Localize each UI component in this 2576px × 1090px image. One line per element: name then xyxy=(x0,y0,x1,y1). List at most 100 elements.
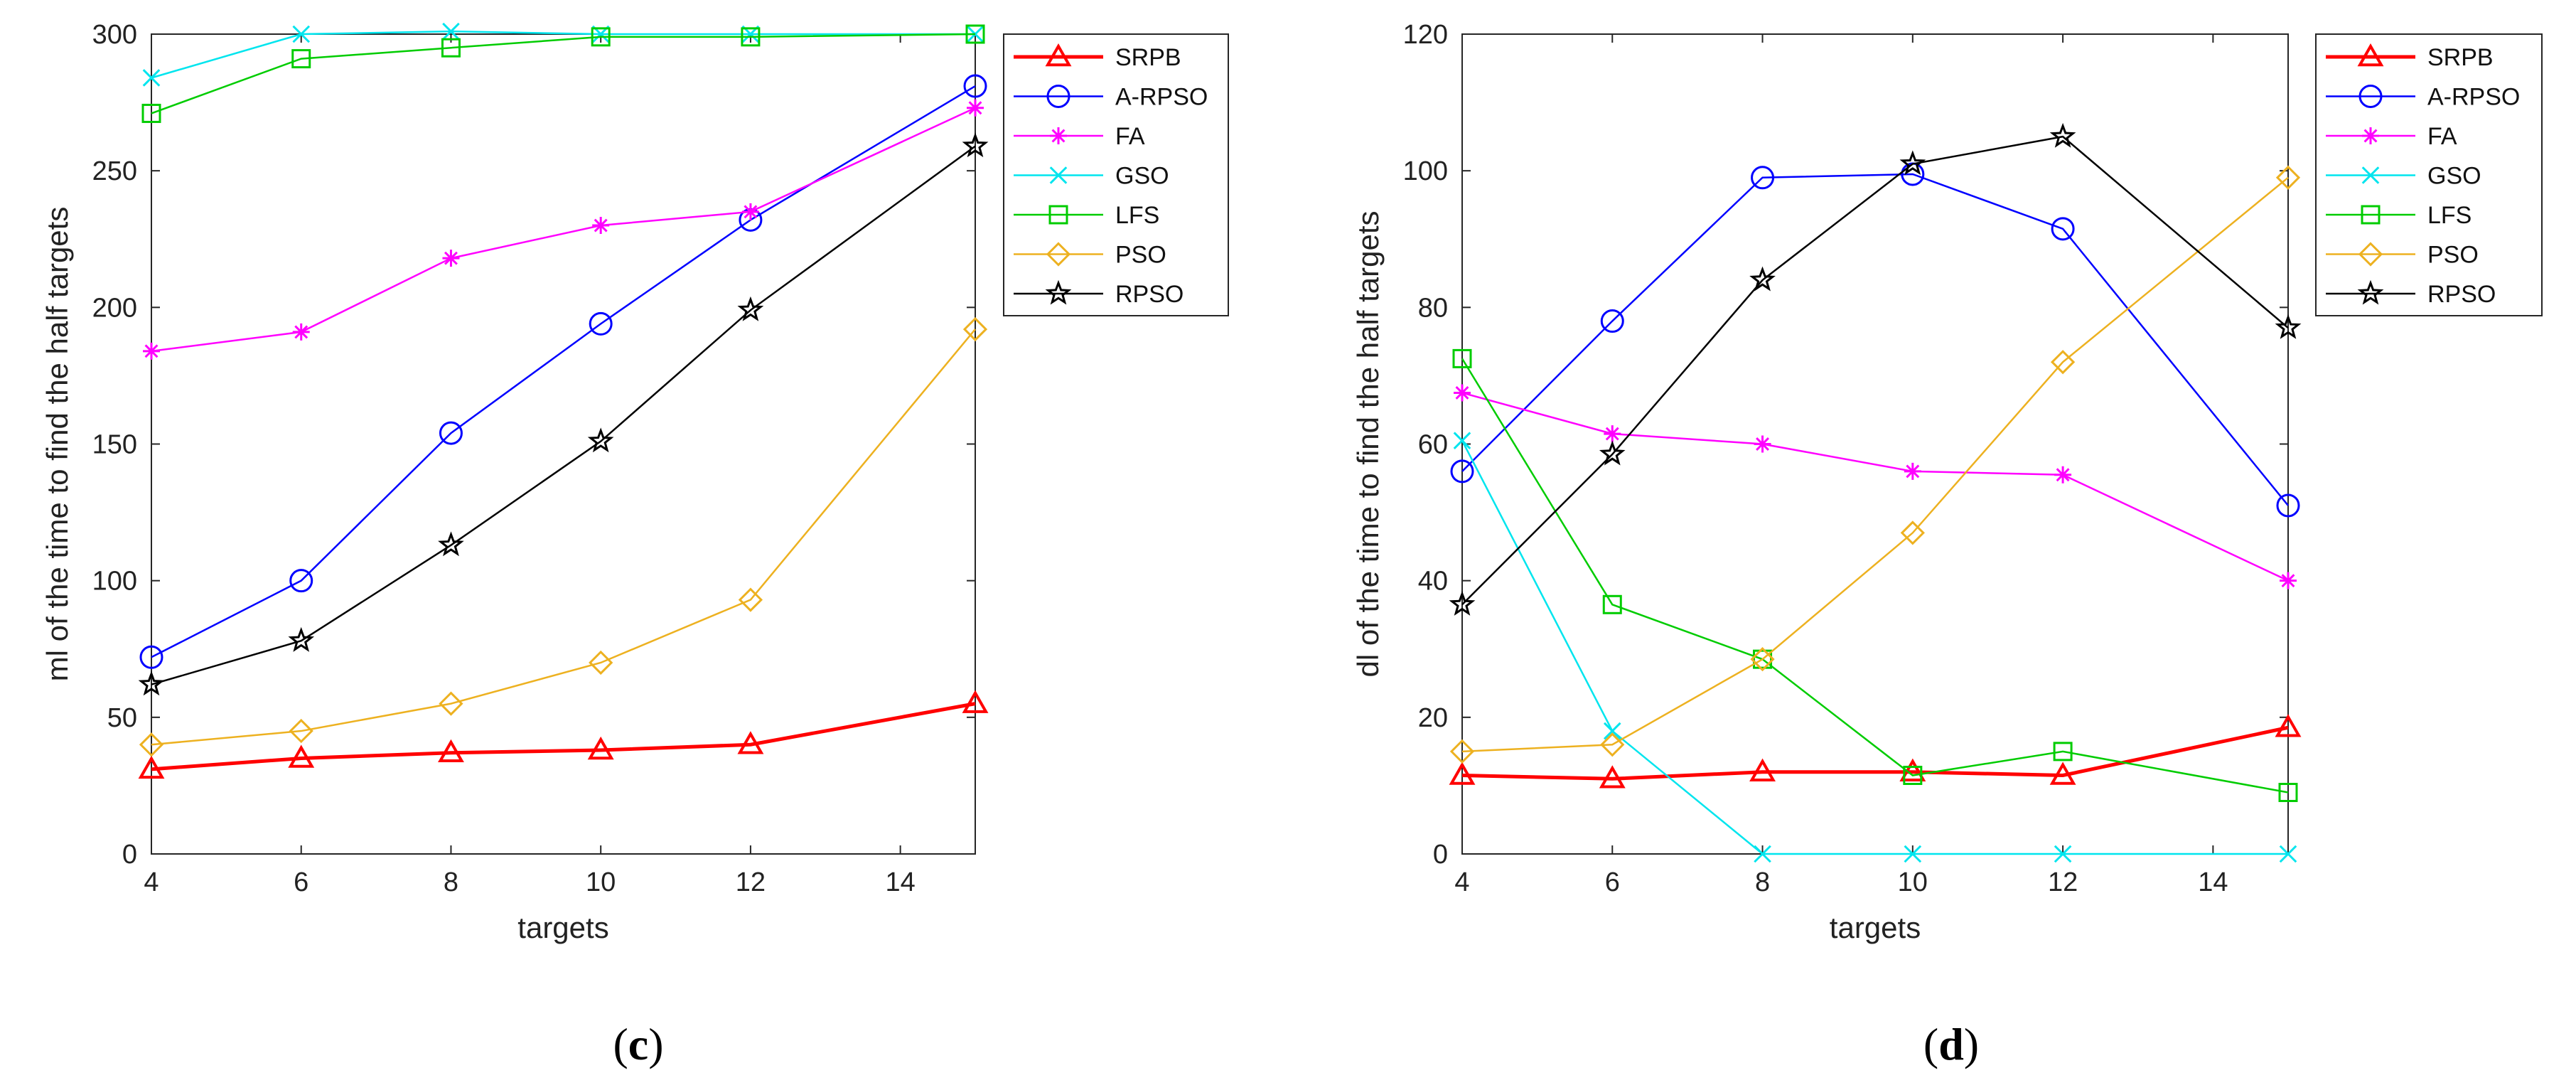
data-point-gso xyxy=(2054,845,2072,863)
legend-label: LFS xyxy=(2427,202,2472,229)
data-point-lfs xyxy=(141,103,161,123)
legend-marker xyxy=(1045,279,1072,305)
legend-marker xyxy=(2357,279,2384,305)
data-point-rpso xyxy=(438,531,464,557)
legend-label: SRPB xyxy=(2427,44,2494,71)
data-point-rpso xyxy=(1449,591,1476,616)
series-line-fa xyxy=(1461,392,2289,582)
legend-item: SRPB xyxy=(2326,43,2494,71)
data-point-lfs xyxy=(1753,649,1773,669)
y-tick-label: 80 xyxy=(1418,293,1448,323)
data-point-pso xyxy=(1900,520,1925,545)
x-tick-label: 14 xyxy=(2198,867,2228,897)
x-tick-label: 4 xyxy=(144,867,159,897)
data-point-lfs xyxy=(965,24,985,44)
x-axis-label: targets xyxy=(517,911,608,944)
panel-label: (d) xyxy=(1923,1019,1979,1069)
data-point-rpso xyxy=(1599,440,1626,466)
series-rpso xyxy=(1449,122,2302,616)
legend-item: LFS xyxy=(1014,202,1159,229)
legend-item: A-RPSO xyxy=(2326,84,2520,111)
legend-marker xyxy=(2362,127,2379,144)
data-point-a-rpso xyxy=(589,311,613,336)
data-point-pso xyxy=(1750,647,1775,672)
series-line-a-rpso xyxy=(151,85,976,658)
data-point-a-rpso xyxy=(1600,309,1624,333)
data-point-fa xyxy=(967,99,984,117)
data-point-srpb xyxy=(1749,758,1776,781)
chart-panel-d: 4 6 8 10 12 14 0 20 40 60 80 100 120 targets dl of the… xyxy=(1351,20,2543,1069)
legend: SRPB A-RPSO FA GSO LFS PSO RPSO xyxy=(1003,33,1229,316)
series-line-rpso xyxy=(1461,135,2289,606)
data-point-srpb xyxy=(288,744,315,768)
series-fa xyxy=(1454,384,2297,589)
data-point-fa xyxy=(592,217,610,235)
y-tick-label: 50 xyxy=(107,703,137,733)
data-point-a-rpso xyxy=(2051,217,2075,241)
data-point-srpb xyxy=(1599,765,1626,789)
data-point-fa xyxy=(442,250,460,267)
y-tick-label: 60 xyxy=(1418,430,1448,460)
legend-label: RPSO xyxy=(2427,281,2496,308)
data-point-pso xyxy=(1600,732,1625,757)
data-point-fa xyxy=(143,342,160,360)
data-point-lfs xyxy=(1903,766,1923,786)
series-line-pso xyxy=(151,328,976,746)
data-point-srpb xyxy=(737,731,764,754)
data-point-srpb xyxy=(138,755,165,779)
legend-label: FA xyxy=(1115,123,1145,150)
data-point-a-rpso xyxy=(139,645,163,669)
legend-item: A-RPSO xyxy=(1014,84,1208,111)
series-line-lfs xyxy=(1461,358,2289,794)
y-tick-label: 250 xyxy=(92,156,137,186)
legend-item: SRPB xyxy=(1014,43,1181,71)
data-point-lfs xyxy=(441,38,461,58)
data-point-a-rpso xyxy=(1450,459,1474,483)
legend-marker xyxy=(2361,205,2381,225)
legend-marker xyxy=(1046,85,1070,108)
data-point-gso xyxy=(1603,722,1621,740)
panel-label-open: ( xyxy=(1923,1019,1938,1069)
data-point-fa xyxy=(1454,384,1471,402)
data-point-fa xyxy=(1604,425,1621,443)
x-tick-label: 14 xyxy=(885,867,915,897)
y-tick-label: 200 xyxy=(92,293,137,323)
x-tick-label: 12 xyxy=(2048,867,2078,897)
series-line-pso xyxy=(1461,176,2289,753)
y-tick-label: 0 xyxy=(122,840,137,870)
legend-marker xyxy=(2361,166,2380,184)
data-point-rpso xyxy=(138,670,165,696)
data-point-lfs xyxy=(591,27,611,47)
legend-item: RPSO xyxy=(2326,279,2496,308)
y-tick-label: 300 xyxy=(92,20,137,50)
series-rpso xyxy=(138,132,989,696)
x-tick-label: 4 xyxy=(1454,867,1469,897)
x-axis-label: targets xyxy=(1830,911,1921,944)
legend-marker xyxy=(1050,127,1067,144)
legend-label: PSO xyxy=(1115,242,1166,269)
data-point-a-rpso xyxy=(2276,493,2300,518)
data-point-lfs xyxy=(1602,594,1622,614)
legend-marker xyxy=(1048,205,1068,225)
x-tick-label: 8 xyxy=(444,867,458,897)
y-tick-label: 20 xyxy=(1418,703,1448,733)
series-fa xyxy=(143,99,984,360)
data-point-a-rpso xyxy=(1751,166,1775,190)
data-point-a-rpso xyxy=(963,74,987,98)
data-point-fa xyxy=(2054,466,2072,483)
data-point-lfs xyxy=(1452,348,1472,368)
data-point-fa xyxy=(2280,572,2297,589)
series-line-gso xyxy=(1461,440,2288,855)
y-axis-label: ml of the time to find the half targets xyxy=(41,207,74,682)
legend: SRPB A-RPSO FA GSO LFS PSO RPSO xyxy=(2315,33,2543,316)
legend-item: GSO xyxy=(2326,163,2481,190)
series-pso xyxy=(139,316,988,757)
legend-label: PSO xyxy=(2427,242,2479,269)
y-axis-label: dl of the time to find the half targets xyxy=(1351,210,1385,677)
data-point-gso xyxy=(1754,845,1771,863)
data-point-srpb xyxy=(438,739,464,763)
data-point-rpso xyxy=(962,132,989,158)
series-line-srpb xyxy=(1461,725,2289,781)
data-point-a-rpso xyxy=(289,569,313,593)
legend-item: RPSO xyxy=(1014,279,1184,308)
